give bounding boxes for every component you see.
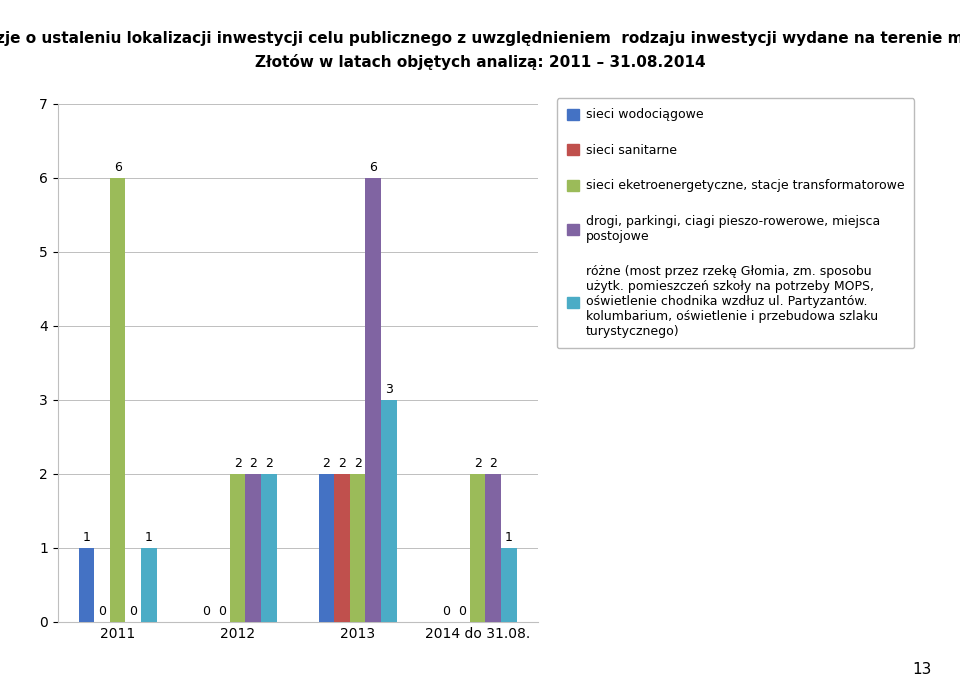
- Text: 2: 2: [353, 457, 362, 470]
- Text: 0: 0: [443, 605, 450, 618]
- Text: 13: 13: [912, 662, 931, 677]
- Bar: [366, 178, 381, 622]
- Text: 0: 0: [203, 605, 210, 618]
- Text: 2: 2: [233, 457, 242, 470]
- Text: 0: 0: [130, 605, 137, 618]
- Bar: [141, 548, 156, 622]
- Bar: [469, 474, 486, 622]
- Text: 1: 1: [145, 531, 153, 545]
- Text: 2: 2: [265, 457, 273, 470]
- Bar: [109, 178, 126, 622]
- Text: 0: 0: [218, 605, 226, 618]
- Bar: [229, 474, 246, 622]
- Text: 2: 2: [338, 457, 346, 470]
- Text: Decyzje o ustaleniu lokalizacji inwestycji celu publicznego z uwzględnieniem  ro: Decyzje o ustaleniu lokalizacji inwestyc…: [0, 31, 960, 46]
- Text: 0: 0: [458, 605, 466, 618]
- Bar: [486, 474, 501, 622]
- Text: 2: 2: [473, 457, 482, 470]
- Text: 2: 2: [490, 457, 497, 470]
- Text: Złotów w latach objętych analizą: 2011 – 31.08.2014: Złotów w latach objętych analizą: 2011 –…: [254, 54, 706, 70]
- Bar: [79, 548, 94, 622]
- Bar: [501, 548, 516, 622]
- Text: 2: 2: [250, 457, 257, 470]
- Bar: [261, 474, 276, 622]
- Text: 6: 6: [113, 161, 122, 174]
- Text: 1: 1: [505, 531, 513, 545]
- Bar: [334, 474, 349, 622]
- Text: 6: 6: [370, 161, 377, 174]
- Bar: [246, 474, 261, 622]
- Bar: [349, 474, 366, 622]
- Text: 3: 3: [385, 383, 393, 396]
- Text: 0: 0: [98, 605, 106, 618]
- Bar: [319, 474, 334, 622]
- Bar: [381, 400, 396, 622]
- Text: 2: 2: [323, 457, 330, 470]
- Legend: sieci wodociągowe, sieci sanitarne, sieci eketroenergetyczne, stacje transformat: sieci wodociągowe, sieci sanitarne, siec…: [557, 99, 914, 348]
- Text: 1: 1: [83, 531, 90, 545]
